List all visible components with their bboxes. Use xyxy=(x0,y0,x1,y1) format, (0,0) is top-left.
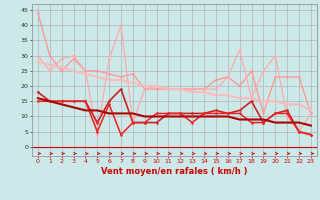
X-axis label: Vent moyen/en rafales ( km/h ): Vent moyen/en rafales ( km/h ) xyxy=(101,167,248,176)
